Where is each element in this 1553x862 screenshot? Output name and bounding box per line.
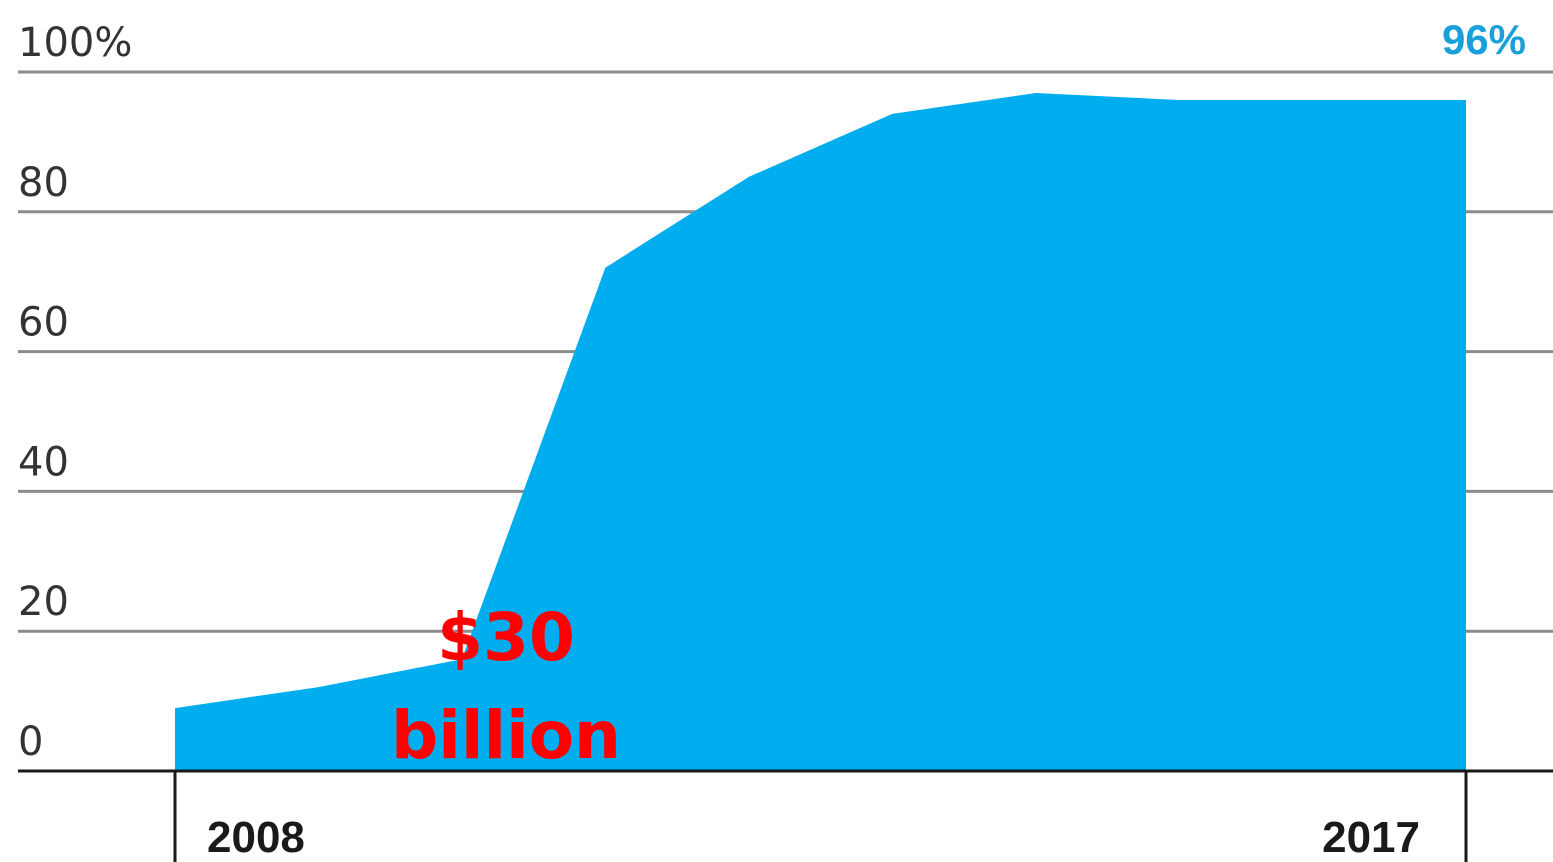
annotation-line-1: $30 — [437, 599, 575, 676]
axes — [18, 769, 1553, 862]
x-tick-labels: 2008 2017 — [207, 813, 1420, 862]
area-series — [175, 93, 1466, 771]
x-tick-label-end: 2017 — [1322, 813, 1420, 862]
y-tick-label-80: 80 — [18, 160, 69, 206]
y-tick-label-0: 0 — [18, 719, 43, 765]
end-value-label: 96% — [1442, 16, 1526, 63]
y-tick-label-20: 20 — [18, 579, 69, 625]
annotation-line-2: billion — [391, 697, 621, 774]
y-tick-label-60: 60 — [18, 300, 69, 346]
y-tick-labels: 0 20 40 60 80 100% — [18, 20, 132, 765]
y-tick-label-100: 100% — [18, 20, 132, 66]
x-tick-label-start: 2008 — [207, 813, 305, 862]
y-tick-label-40: 40 — [18, 439, 69, 485]
